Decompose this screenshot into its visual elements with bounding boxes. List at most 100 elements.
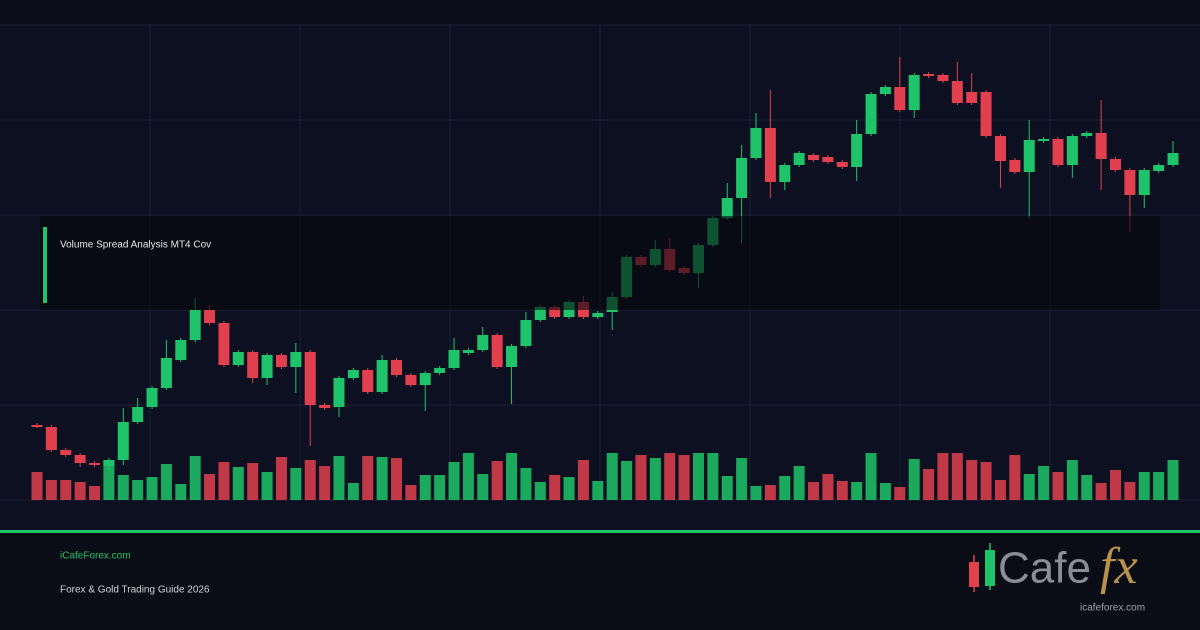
- candle-body: [879, 87, 891, 94]
- candle-body: [937, 75, 949, 81]
- volume-bar: [908, 459, 920, 500]
- volume-bar: [1138, 472, 1150, 500]
- candle-body: [1167, 153, 1179, 165]
- candle-body: [1095, 133, 1107, 159]
- candle-body: [980, 92, 992, 136]
- candle-body: [1081, 133, 1093, 136]
- volume-bar: [419, 475, 431, 500]
- volume-bar: [1052, 472, 1064, 500]
- candle-body: [290, 352, 302, 367]
- candle-body: [247, 352, 259, 378]
- candle-body: [836, 162, 848, 167]
- title-accent: [43, 227, 47, 303]
- volume-bar: [376, 457, 388, 500]
- candle-body: [103, 460, 115, 466]
- volume-bar: [951, 453, 963, 500]
- footer-line: [0, 530, 1200, 533]
- volume-bar: [391, 458, 402, 500]
- volume-bar: [247, 463, 259, 500]
- volume-bar: [290, 468, 302, 500]
- candle-body: [736, 158, 748, 198]
- volume-bar: [175, 484, 187, 500]
- candle-body: [117, 422, 129, 460]
- candle-body: [851, 134, 863, 167]
- volume-bar: [275, 457, 287, 500]
- candle-body: [304, 352, 316, 405]
- candle-body: [822, 157, 834, 162]
- candle-body: [1066, 136, 1078, 165]
- candle-body: [994, 136, 1006, 161]
- volume-bar: [707, 453, 719, 500]
- volume-bar: [103, 460, 115, 500]
- candle-body: [1124, 170, 1136, 195]
- volume-bar: [678, 455, 690, 500]
- candle-body: [1153, 165, 1165, 171]
- candle-body: [434, 368, 446, 373]
- volume-bar: [750, 486, 762, 500]
- volume-bar: [160, 464, 172, 500]
- volume-bar: [894, 487, 906, 500]
- volume-bar: [434, 475, 446, 500]
- volume-bar: [1038, 466, 1050, 500]
- volume-bar: [45, 480, 57, 500]
- volume-bar: [606, 453, 618, 500]
- candle-body: [146, 388, 158, 407]
- volume-bar: [563, 477, 575, 500]
- volume-bar: [923, 469, 935, 500]
- candle-body: [160, 358, 172, 388]
- volume-bar: [491, 461, 503, 500]
- candle-body: [275, 355, 287, 367]
- candle-body: [60, 450, 72, 455]
- footer-tagline: Forex & Gold Trading Guide 2026: [60, 585, 210, 596]
- candle-body: [419, 373, 431, 385]
- candle-body: [74, 455, 86, 463]
- candle-body: [592, 313, 604, 317]
- candle-body: [951, 81, 963, 103]
- chart-title: Volume Spread Analysis MT4 Cov: [60, 240, 211, 251]
- volume-bar: [347, 483, 359, 500]
- volume-bar: [189, 456, 201, 500]
- footer: [0, 533, 1200, 630]
- candle-body: [534, 307, 546, 320]
- logo-icon: [969, 543, 995, 592]
- volume-bar: [31, 472, 43, 500]
- volume-bar: [721, 476, 733, 500]
- volume-bar: [1081, 475, 1093, 500]
- volume-bar: [1095, 483, 1107, 500]
- volume-bar: [822, 474, 834, 500]
- candle-body: [218, 323, 230, 365]
- volume-bar: [649, 458, 661, 500]
- candle-body: [31, 425, 43, 427]
- candle-body: [175, 340, 187, 360]
- volume-bar: [117, 475, 129, 500]
- volume-bar: [793, 466, 805, 500]
- title-overlay: [40, 216, 1160, 310]
- candle-body: [506, 346, 518, 367]
- volume-bar: [333, 456, 345, 500]
- volume-bar: [218, 462, 230, 500]
- candle-body: [549, 307, 561, 317]
- candle-body: [333, 378, 345, 407]
- candle-body: [808, 155, 820, 160]
- volume-bar: [764, 485, 776, 500]
- volume-bar: [89, 486, 101, 500]
- volume-bar: [1023, 474, 1035, 500]
- candle-body: [189, 310, 201, 340]
- candle-body: [793, 153, 805, 165]
- candle-body: [865, 94, 877, 134]
- volume-bar: [692, 453, 704, 500]
- volume-bar: [621, 461, 633, 500]
- volume-bar: [808, 482, 820, 500]
- candle-body: [764, 128, 776, 182]
- volume-bar: [577, 460, 589, 500]
- volume-bar: [664, 453, 676, 500]
- volume-bar: [736, 458, 748, 500]
- candle-body: [1052, 139, 1064, 165]
- candle-body: [779, 165, 791, 182]
- volume-bar: [462, 453, 474, 500]
- candle-body: [491, 335, 503, 367]
- volume-bar: [635, 455, 647, 500]
- volume-bar: [520, 468, 532, 500]
- volume-bar: [879, 483, 891, 500]
- volume-bar: [1124, 482, 1136, 500]
